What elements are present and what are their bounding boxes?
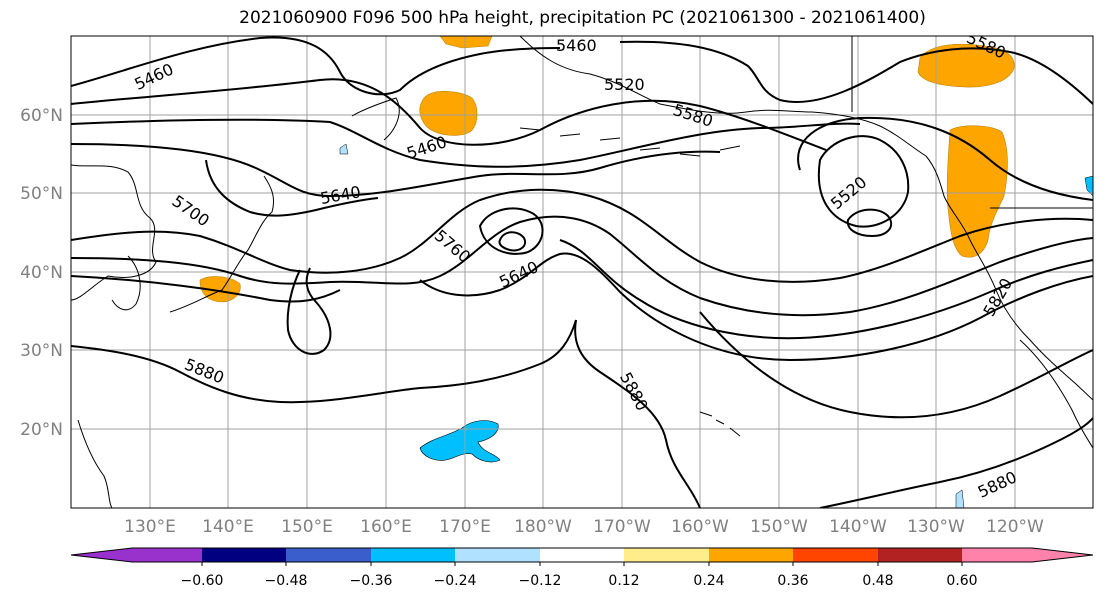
colorbar-tick-label: −0.12 — [519, 573, 562, 589]
contour-line — [205, 159, 379, 217]
colorbar-tick-label: −0.36 — [350, 573, 393, 589]
contour-line — [819, 417, 1093, 508]
lat-label: 20°N — [20, 420, 63, 440]
colorbar-cell — [709, 548, 793, 562]
precip-area — [1084, 175, 1093, 197]
lon-label: 140°E — [202, 517, 254, 537]
lon-label: 130°W — [907, 517, 965, 537]
lat-label: 60°N — [20, 106, 63, 126]
precipitation-shading — [199, 36, 1093, 508]
lon-label: 160°E — [360, 517, 412, 537]
contour-line — [71, 215, 1093, 317]
colorbar-cell — [371, 548, 455, 562]
colorbar-tick-label: 0.36 — [777, 573, 808, 589]
colorbar: −0.60 −0.48 −0.36 −0.24 −0.12 0.12 0.24 … — [70, 547, 1094, 589]
contour-line — [419, 252, 1093, 362]
contour-line — [846, 208, 893, 238]
graticule — [71, 36, 1093, 508]
colorbar-cell — [455, 548, 540, 562]
contour-line — [699, 311, 1093, 419]
lon-label: 130°E — [124, 517, 176, 537]
lon-label: 140°W — [829, 517, 887, 537]
lon-label: 170°W — [593, 517, 651, 537]
lat-label: 40°N — [20, 263, 63, 283]
map-title: 2021060900 F096 500 hPa height, precipit… — [239, 8, 926, 28]
contour-line — [817, 135, 910, 228]
lon-label: 170°E — [439, 517, 491, 537]
colorbar-cell — [962, 548, 1093, 562]
colorbar-cell — [202, 548, 286, 562]
contour-line — [71, 275, 341, 303]
precip-area — [917, 43, 1015, 88]
map-frame — [70, 35, 1094, 509]
contour-line — [574, 319, 701, 508]
contour-line — [559, 239, 1093, 340]
contour-label: 5520 — [604, 75, 645, 94]
mexico-coast — [1019, 339, 1093, 449]
lon-label: 160°W — [671, 517, 729, 537]
colorbar-tick-label: 0.60 — [946, 573, 977, 589]
korea-coast — [111, 255, 141, 311]
colorbar-cell — [793, 548, 878, 562]
lat-label: 50°N — [20, 184, 63, 204]
contour-label: 5460 — [556, 36, 597, 55]
contour-line — [286, 267, 332, 355]
kamchatka-coast — [351, 97, 400, 141]
hawaii — [699, 411, 741, 437]
precip-area — [955, 489, 965, 508]
contour-line — [797, 116, 1093, 201]
lon-label: 180°W — [514, 517, 572, 537]
colorbar-tick-label: 0.24 — [693, 573, 724, 589]
japan-coast — [169, 175, 275, 313]
contour-line — [71, 78, 827, 151]
lon-label: 150°W — [750, 517, 808, 537]
precip-area — [439, 36, 493, 49]
lon-label: 150°E — [281, 517, 333, 537]
colorbar-cell — [540, 548, 624, 562]
colorbar-tick-label: 0.12 — [608, 573, 639, 589]
colorbar-tick-label: −0.24 — [434, 573, 477, 589]
precip-area — [946, 125, 1008, 258]
colorbar-cell — [624, 548, 709, 562]
aleutians — [519, 127, 741, 157]
colorbar-ticks: −0.60 −0.48 −0.36 −0.24 −0.12 0.12 0.24 … — [181, 573, 978, 589]
longitude-axis: 130°E 140°E 150°E 160°E 170°E 180°W 170°… — [124, 517, 1044, 537]
colorbar-tick-label: 0.48 — [862, 573, 893, 589]
precip-area — [339, 143, 349, 155]
contour-line — [71, 188, 1093, 283]
lon-label: 120°W — [986, 517, 1044, 537]
contour-line — [478, 207, 544, 255]
height-contours — [71, 36, 1093, 508]
colorbar-tick-label: −0.60 — [181, 573, 224, 589]
lat-label: 30°N — [20, 341, 63, 361]
alaska-coast — [519, 36, 927, 157]
latitude-axis: 60°N 50°N 40°N 30°N 20°N — [20, 106, 63, 440]
contour-line — [619, 40, 1093, 105]
colorbar-cell — [878, 548, 962, 562]
colorbar-cells — [70, 547, 1094, 566]
precip-area — [419, 90, 478, 136]
canada-coast — [925, 155, 1093, 401]
colorbar-cell — [71, 548, 202, 562]
contour-line — [71, 143, 721, 198]
colorbar-cell — [286, 548, 371, 562]
contour-line — [71, 118, 861, 168]
philippines — [77, 419, 113, 508]
contour-line — [498, 231, 526, 252]
colorbar-tick-label: −0.48 — [265, 573, 308, 589]
colorbar-outline — [70, 547, 1094, 563]
coastlines — [71, 36, 1093, 508]
contour-line — [71, 319, 577, 404]
